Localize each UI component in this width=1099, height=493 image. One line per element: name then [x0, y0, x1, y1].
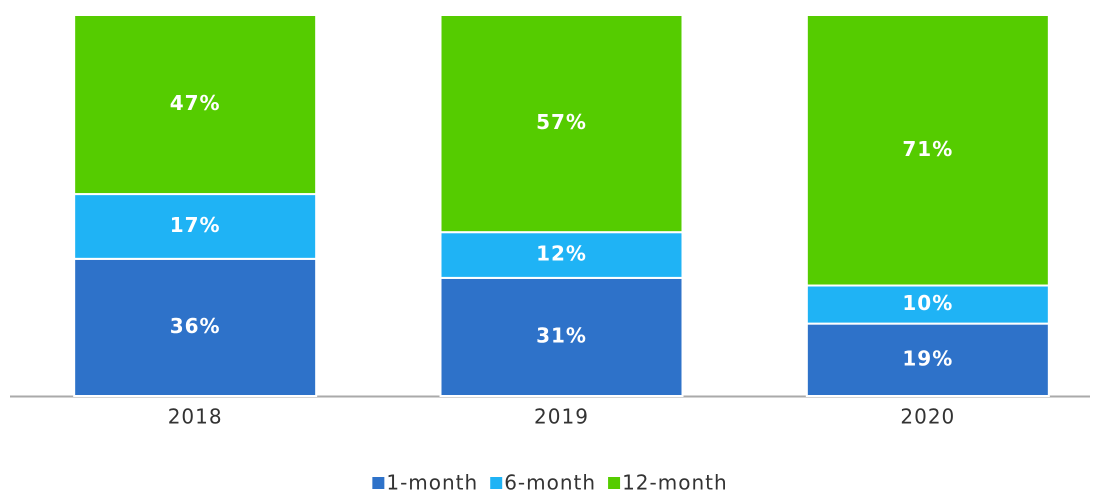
data-label: 12%	[536, 242, 587, 266]
bar-segment	[73, 257, 318, 397]
bar-segment	[439, 231, 684, 279]
data-label: 19%	[902, 346, 953, 370]
bar-segment	[439, 276, 684, 398]
legend-swatch	[490, 477, 503, 489]
bar-segment	[805, 14, 1050, 287]
data-label: 10%	[902, 291, 953, 315]
bar-segment	[73, 193, 318, 260]
legend-swatch	[608, 477, 621, 489]
bar-segment	[439, 14, 684, 234]
bar-segment	[805, 322, 1050, 397]
data-label: 57%	[536, 110, 587, 134]
legend-label: 1-month	[386, 471, 478, 493]
data-label: 47%	[170, 91, 221, 115]
data-label: 31%	[536, 323, 587, 347]
bar-segment	[73, 14, 318, 196]
legend-swatch	[372, 477, 385, 489]
data-label: 71%	[902, 137, 953, 161]
x-tick-label: 2018	[168, 405, 223, 429]
legend-label: 6-month	[504, 471, 596, 493]
data-label: 17%	[170, 213, 221, 237]
x-tick-label: 2020	[900, 405, 955, 429]
legend-label: 12-month	[622, 471, 728, 493]
data-label: 36%	[170, 314, 221, 338]
x-tick-label: 2019	[534, 405, 589, 429]
bar-segment	[805, 284, 1050, 325]
